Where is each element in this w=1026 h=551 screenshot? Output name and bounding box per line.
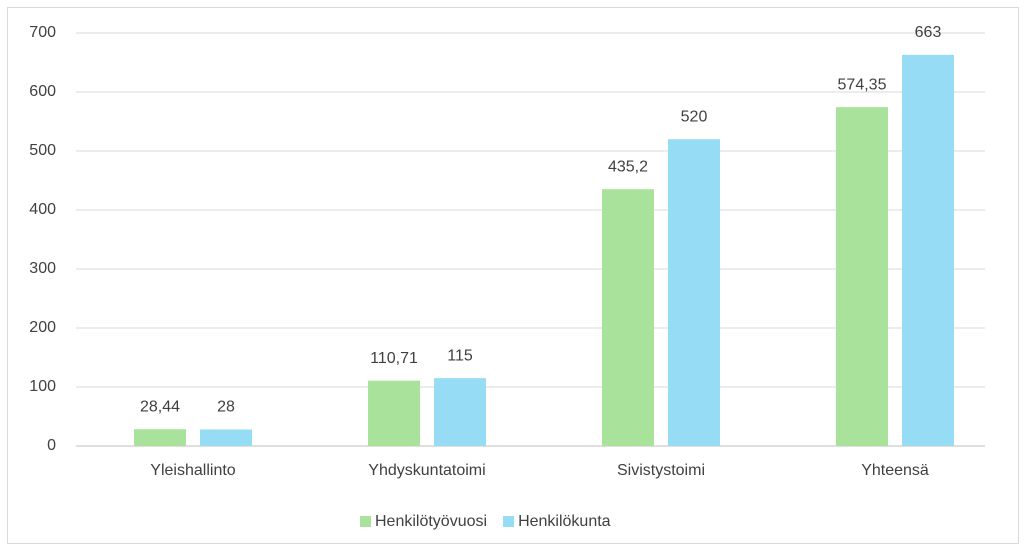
bar bbox=[902, 54, 954, 447]
y-tick-label: 600 bbox=[29, 83, 56, 100]
y-tick-label: 700 bbox=[29, 24, 56, 41]
bar bbox=[836, 107, 888, 447]
y-tick-label: 300 bbox=[29, 260, 56, 277]
data-label: 110,71 bbox=[370, 350, 418, 367]
data-label: 435,2 bbox=[608, 158, 648, 175]
bar bbox=[368, 380, 420, 446]
y-tick-label: 500 bbox=[29, 142, 56, 159]
legend-swatch bbox=[360, 516, 371, 527]
x-tick-label: Yleishallinto bbox=[150, 462, 235, 479]
bar bbox=[434, 378, 486, 446]
bar bbox=[134, 429, 186, 446]
legend-swatch bbox=[503, 516, 515, 527]
y-tick-label: 200 bbox=[29, 319, 56, 336]
x-tick-label: Yhdyskuntatoimi bbox=[368, 462, 485, 479]
y-tick-label: 0 bbox=[47, 437, 56, 454]
data-label: 28,44 bbox=[140, 398, 180, 415]
data-label: 28 bbox=[217, 399, 235, 416]
data-label: 520 bbox=[681, 108, 708, 125]
data-label: 115 bbox=[447, 347, 473, 364]
data-label: 663 bbox=[915, 24, 942, 41]
bar bbox=[668, 139, 720, 446]
y-tick-label: 400 bbox=[29, 201, 56, 218]
data-label: 574,35 bbox=[838, 76, 887, 93]
x-tick-label: Yhteensä bbox=[861, 462, 929, 479]
bar bbox=[200, 429, 252, 446]
y-tick-label: 100 bbox=[29, 378, 56, 395]
legend-label: Henkilötyövuosi bbox=[375, 513, 487, 530]
legend-label: Henkilökunta bbox=[518, 513, 611, 530]
bar bbox=[602, 189, 654, 446]
x-tick-label: Sivistystoimi bbox=[617, 462, 705, 479]
